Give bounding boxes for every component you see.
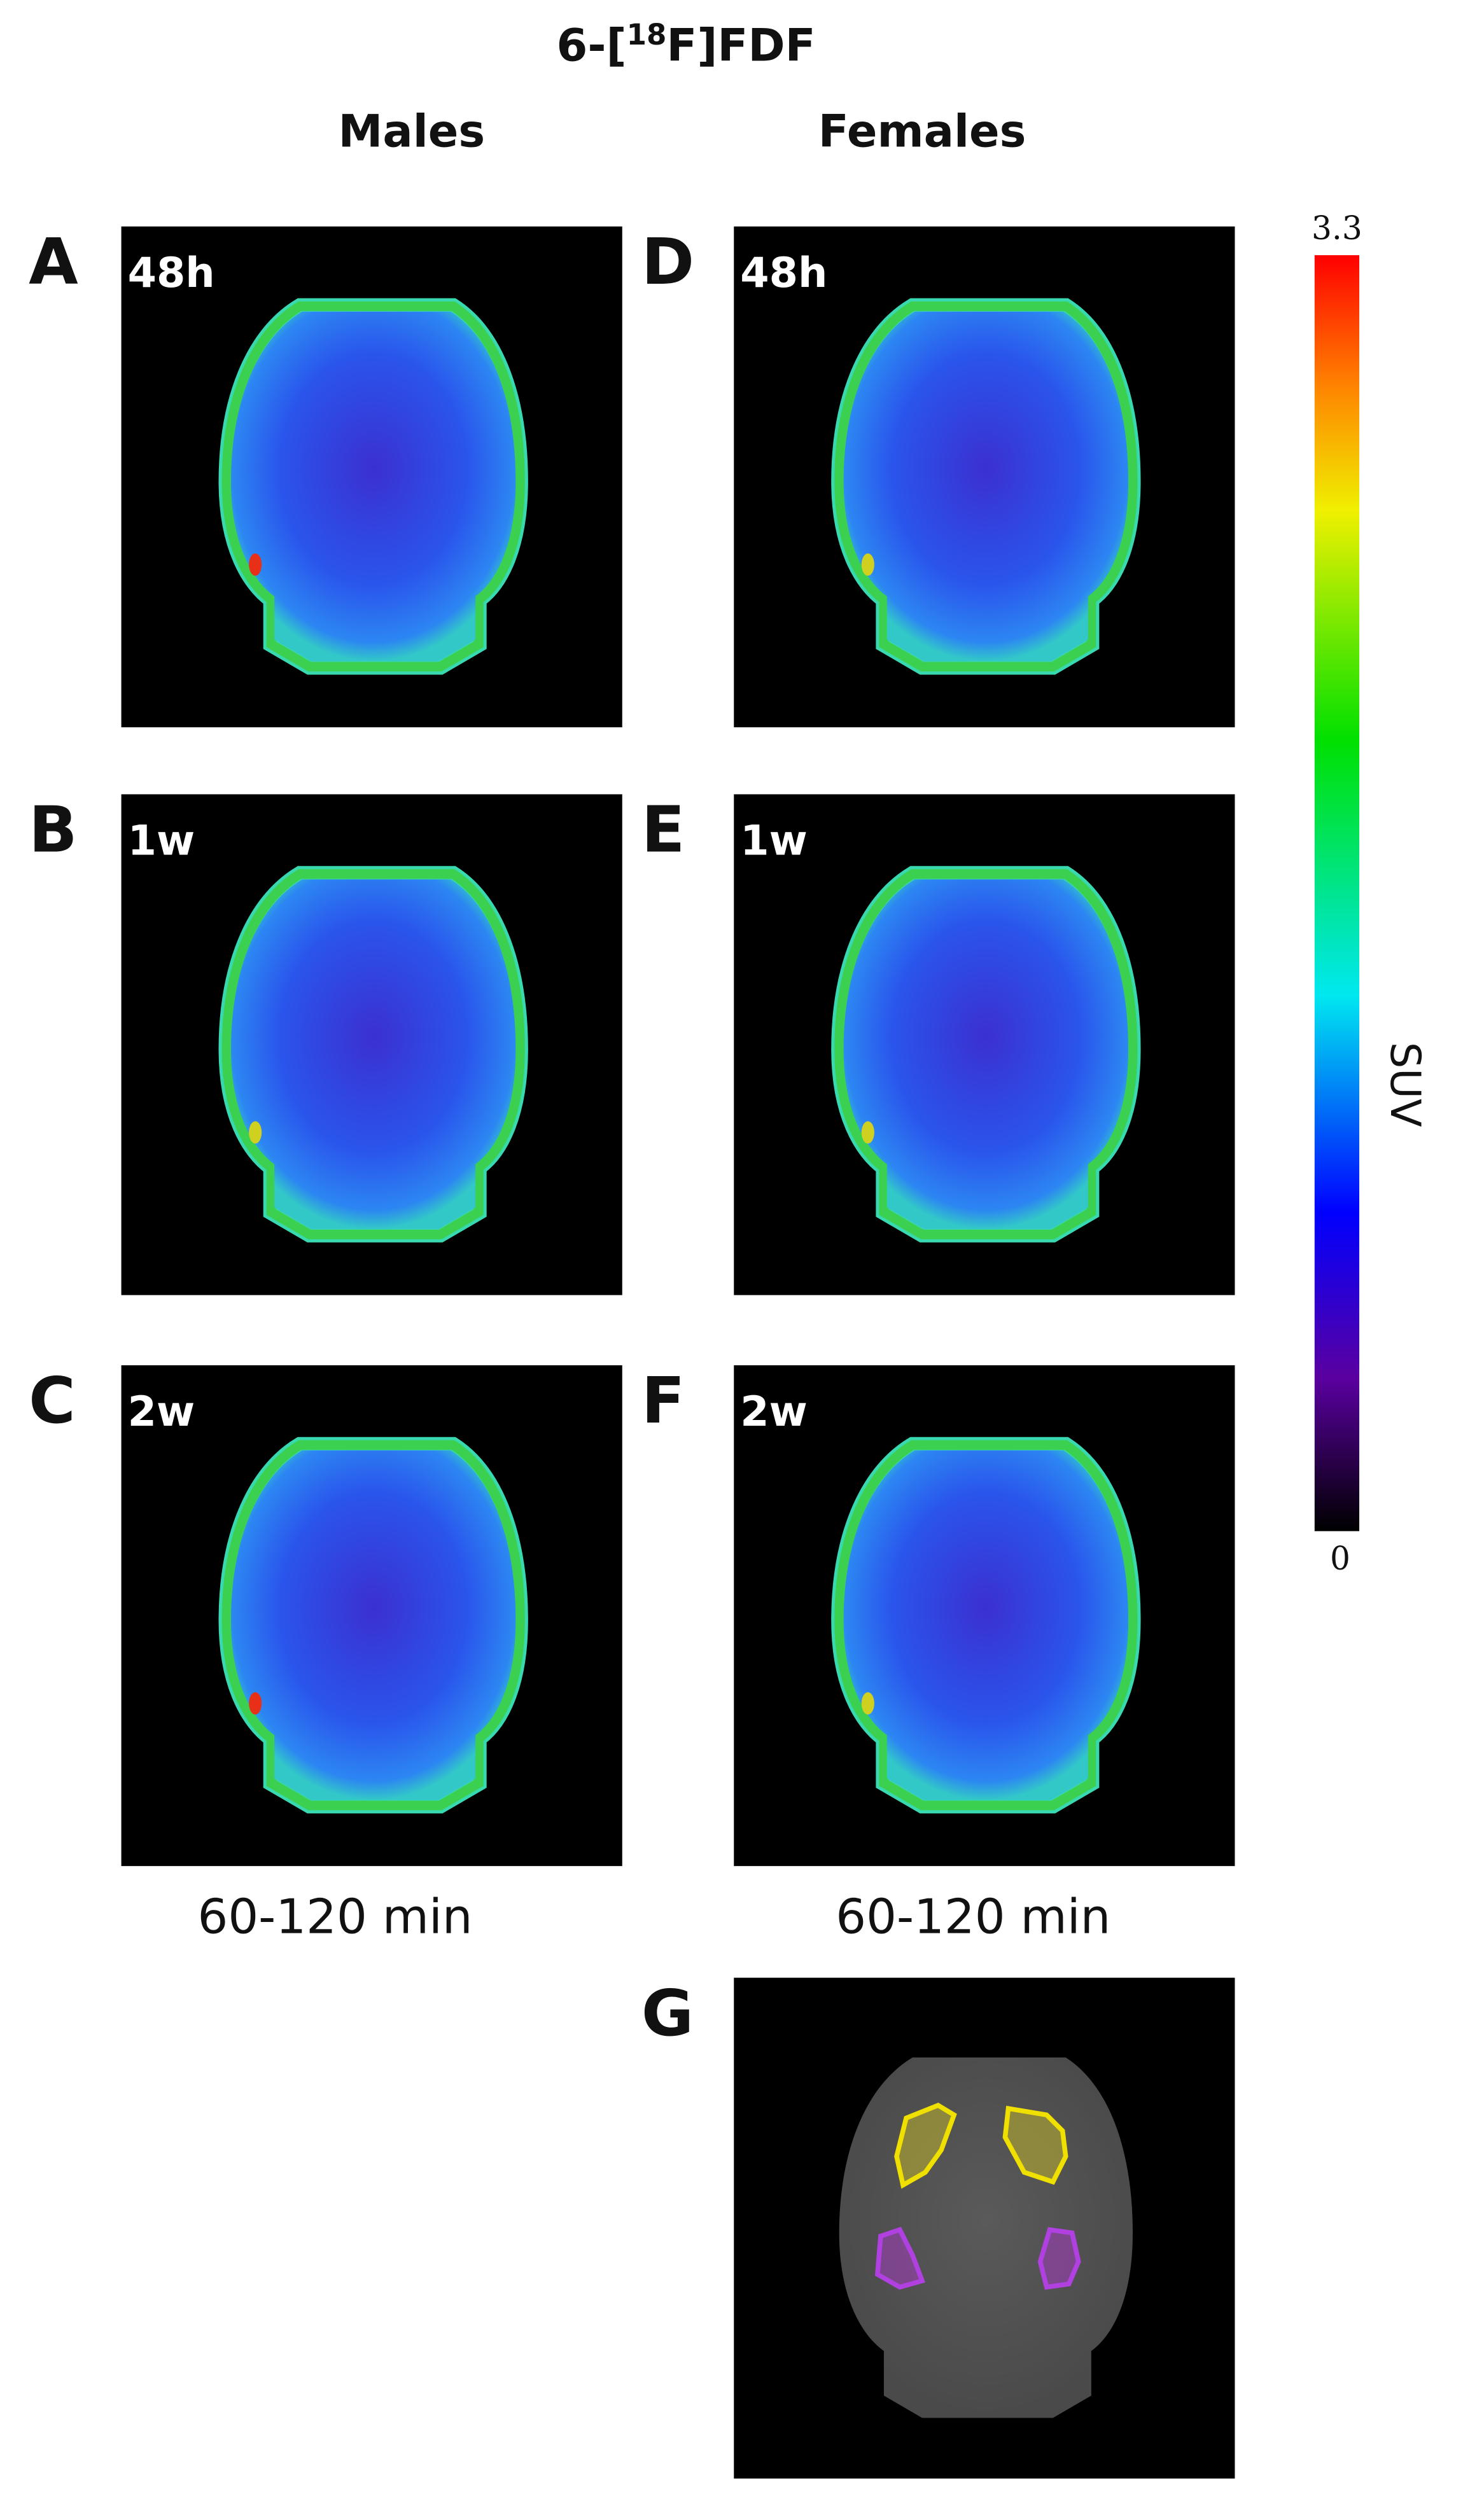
panel-image: 48h: [734, 226, 1235, 728]
roi-striatum: [1002, 2105, 1068, 2185]
roi-striatum: [894, 2103, 957, 2189]
panel-image: 2w: [734, 1365, 1235, 1867]
panel-letter: B: [29, 793, 77, 867]
panel-image: 48h: [121, 226, 622, 728]
time-label: 1w: [740, 817, 808, 865]
panel-image: [734, 1977, 1235, 2479]
panel-letter: F: [641, 1363, 685, 1438]
colorbar-max: 3.3: [1312, 209, 1362, 247]
time-label: 48h: [740, 249, 827, 297]
panels: A 48h B 1w C 2w D 48h E 1w F 2w G: [29, 225, 1235, 2479]
column-header: Males: [339, 106, 486, 158]
panel-image: 1w: [121, 794, 622, 1295]
hotspot: [861, 1692, 874, 1715]
roi-cerebellum: [874, 2227, 926, 2290]
panel-letter: C: [29, 1363, 76, 1438]
panel-letter: G: [641, 1976, 694, 2050]
time-label: 1w: [128, 817, 195, 865]
hotspot: [861, 1121, 874, 1144]
time-label: 2w: [128, 1388, 195, 1436]
panel-letter: D: [641, 225, 694, 299]
title-superscript: 18: [627, 18, 667, 52]
hotspot: [249, 1692, 262, 1715]
title-prefix: 6-[: [557, 19, 627, 71]
hotspot: [249, 1121, 262, 1144]
colorbar-label: SUV: [1381, 1042, 1429, 1127]
colorbar: [1314, 255, 1359, 1531]
hotspot: [861, 553, 874, 576]
time-window: 60-120 min: [836, 1888, 1110, 1944]
roi-cerebellum: [1037, 2227, 1081, 2290]
hotspot: [249, 553, 262, 576]
title: 6-[18F]FDF: [557, 18, 816, 71]
panel-image: 1w: [734, 794, 1235, 1295]
time-label: 48h: [128, 249, 215, 297]
column-header: Females: [818, 106, 1026, 158]
colorbar-min: 0: [1330, 1540, 1350, 1577]
title-suffix: F]FDF: [666, 19, 815, 71]
time-window: 60-120 min: [198, 1888, 473, 1944]
panel-letter: A: [29, 225, 78, 299]
panel-image: 2w: [121, 1365, 622, 1867]
time-label: 2w: [740, 1388, 808, 1436]
panel-letter: E: [641, 793, 685, 867]
